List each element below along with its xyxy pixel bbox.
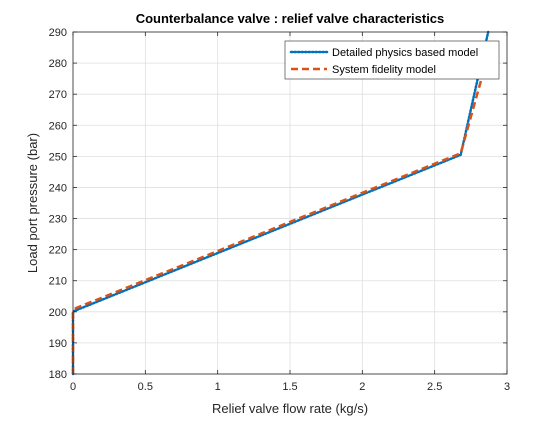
y-tick-label: 230 bbox=[49, 214, 67, 226]
x-tick-label: 1 bbox=[215, 381, 221, 393]
x-tick-label: 1.5 bbox=[282, 381, 297, 393]
x-axis: 0 0.5 1 1.5 2 2.5 3 bbox=[70, 32, 510, 393]
x-tick-label: 0 bbox=[70, 381, 76, 393]
y-tick-label: 280 bbox=[49, 58, 67, 70]
legend-label-detailed: Detailed physics based model bbox=[332, 47, 478, 59]
x-tick-label: 2.5 bbox=[427, 381, 442, 393]
y-tick-label: 200 bbox=[49, 307, 67, 319]
y-tick-label: 260 bbox=[49, 120, 67, 132]
y-tick-label: 240 bbox=[49, 182, 67, 194]
y-tick-label: 250 bbox=[49, 151, 67, 163]
y-axis-label: Load port pressure (bar) bbox=[25, 133, 40, 273]
legend-label-fidelity: System fidelity model bbox=[332, 64, 436, 76]
y-tick-label: 210 bbox=[49, 276, 67, 288]
series-line-fidelity bbox=[71, 75, 484, 374]
legend-box bbox=[284, 40, 500, 80]
x-tick-label: 2 bbox=[359, 381, 365, 393]
chart-title: Counterbalance valve : relief valve char… bbox=[136, 11, 445, 26]
x-tick-label: 3 bbox=[504, 381, 510, 393]
y-tick-label: 270 bbox=[49, 89, 67, 101]
y-axis: 180 190 200 210 220 230 240 250 260 270 280 290 bbox=[49, 27, 507, 381]
y-tick-label: 290 bbox=[49, 27, 67, 39]
y-tick-label: 180 bbox=[49, 369, 67, 381]
x-tick-label: 0.5 bbox=[138, 381, 153, 393]
x-axis-label: Relief valve flow rate (kg/s) bbox=[212, 401, 368, 416]
legend: Detailed physics based model System fide… bbox=[284, 40, 500, 80]
y-tick-label: 220 bbox=[49, 245, 67, 257]
y-tick-label: 190 bbox=[49, 338, 67, 350]
